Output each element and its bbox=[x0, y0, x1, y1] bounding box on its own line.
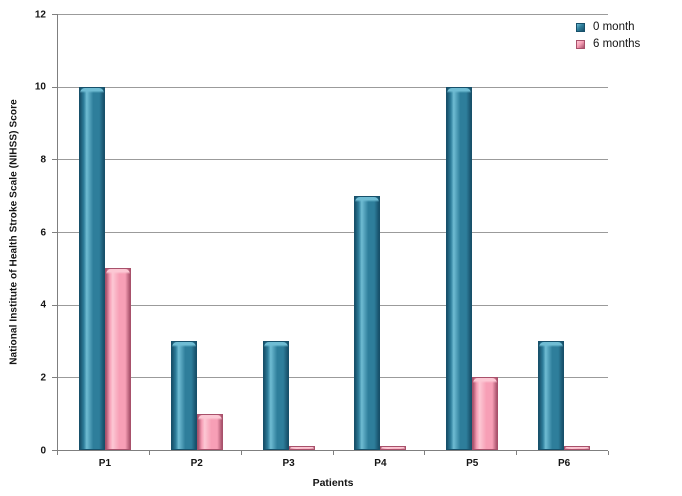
bar-6-months-P1 bbox=[104, 268, 131, 450]
x-tick bbox=[57, 451, 58, 455]
y-tick-label: 2 bbox=[40, 372, 46, 384]
bar-top-highlight bbox=[447, 87, 472, 93]
bar-0-month-P6 bbox=[538, 341, 565, 450]
x-tick-label: P2 bbox=[190, 458, 203, 469]
x-tick bbox=[240, 451, 242, 455]
gridline bbox=[57, 377, 608, 379]
bar-0-month-P2 bbox=[170, 341, 197, 450]
gridline bbox=[57, 86, 608, 88]
bar-top-highlight bbox=[289, 447, 314, 449]
x-tick bbox=[608, 451, 609, 455]
x-tick bbox=[332, 451, 334, 455]
x-tick-label: P5 bbox=[466, 458, 479, 469]
y-tick-label: 10 bbox=[34, 81, 46, 93]
y-tick-label: 6 bbox=[40, 227, 46, 238]
bar-0-month-P4 bbox=[354, 195, 381, 450]
legend: 0 month 6 months bbox=[576, 21, 640, 51]
bar-top-highlight bbox=[355, 196, 380, 202]
x-tick bbox=[148, 451, 150, 455]
x-tick-label: P3 bbox=[282, 458, 295, 469]
bar-0-month-P3 bbox=[262, 341, 289, 450]
y-tick bbox=[52, 14, 57, 15]
bar-0-month-P1 bbox=[78, 86, 105, 450]
y-tick bbox=[52, 232, 57, 233]
legend-label: 6 months bbox=[593, 38, 641, 50]
bar-top-highlight bbox=[381, 447, 406, 449]
legend-item: 0 month bbox=[576, 21, 640, 34]
legend-item: 6 months bbox=[576, 38, 640, 51]
bar-0-month-P5 bbox=[446, 86, 473, 450]
gridline bbox=[57, 304, 608, 306]
x-axis-line bbox=[52, 450, 608, 451]
x-tick-label: P6 bbox=[557, 458, 571, 469]
bar-top-highlight bbox=[473, 378, 498, 384]
gridline bbox=[57, 159, 608, 161]
y-axis-line bbox=[57, 14, 58, 450]
bar-top-highlight bbox=[79, 87, 104, 93]
y-tick-label: 8 bbox=[40, 154, 46, 166]
x-tick-label: P1 bbox=[98, 458, 112, 469]
bar-6-months-P2 bbox=[196, 413, 223, 450]
bar-6-months-P5 bbox=[472, 377, 499, 450]
bar-top-highlight bbox=[263, 342, 288, 347]
x-tick bbox=[516, 451, 518, 455]
gridline bbox=[57, 232, 608, 233]
bar-6-months-P3 bbox=[288, 446, 315, 450]
y-tick-label: 4 bbox=[40, 299, 46, 311]
x-tick bbox=[424, 451, 426, 455]
y-tick bbox=[52, 377, 57, 379]
legend-label: 0 month bbox=[593, 21, 635, 33]
y-tick-label: 0 bbox=[40, 445, 46, 456]
gridline bbox=[57, 14, 608, 15]
bar-top-highlight bbox=[197, 414, 222, 420]
y-tick bbox=[52, 86, 57, 88]
x-axis-title: Patients bbox=[312, 477, 354, 489]
legend-marker-icon bbox=[576, 40, 585, 49]
bar-top-highlight bbox=[539, 342, 564, 347]
bar-top-highlight bbox=[105, 269, 130, 275]
y-tick bbox=[52, 159, 57, 161]
bar-top-highlight bbox=[171, 342, 196, 347]
x-tick-label: P4 bbox=[374, 458, 387, 469]
y-tick-label: 12 bbox=[34, 9, 46, 20]
bar-6-months-P4 bbox=[380, 446, 407, 450]
bar-6-months-P6 bbox=[564, 446, 591, 450]
legend-marker-icon bbox=[576, 23, 585, 32]
bar-top-highlight bbox=[565, 447, 590, 449]
y-tick bbox=[52, 304, 57, 306]
